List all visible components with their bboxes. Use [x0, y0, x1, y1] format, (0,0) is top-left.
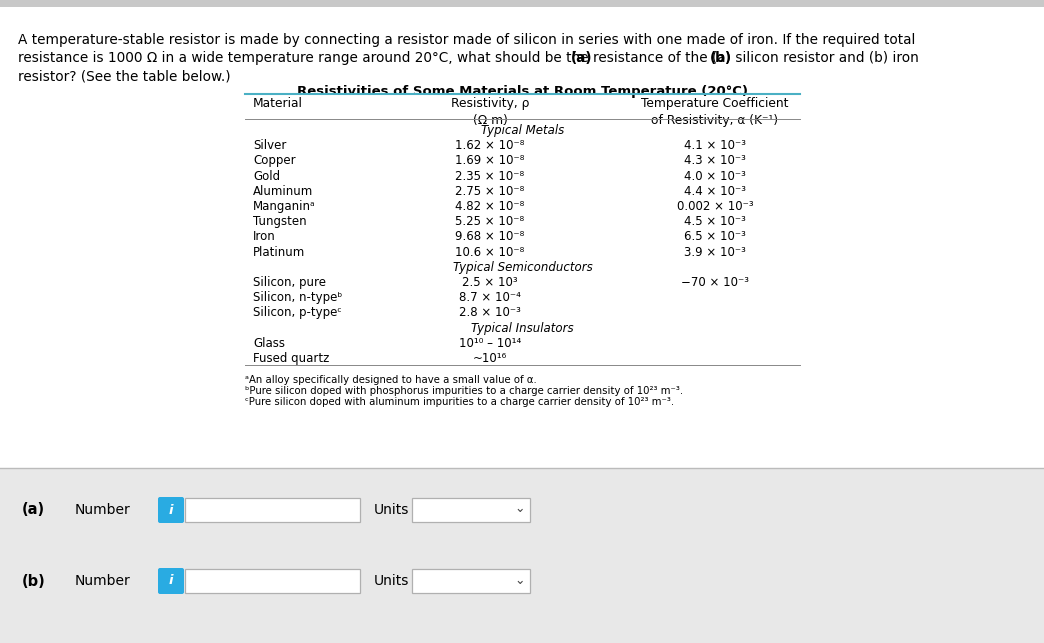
Text: 1.69 × 10⁻⁸: 1.69 × 10⁻⁸: [455, 154, 525, 167]
Text: 4.3 × 10⁻³: 4.3 × 10⁻³: [684, 154, 745, 167]
Text: Platinum: Platinum: [253, 246, 305, 258]
Bar: [0, 0, 1044, 7]
Text: ⌄: ⌄: [515, 502, 525, 516]
Text: ᶜPure silicon doped with aluminum impurities to a charge carrier density of 10²³: ᶜPure silicon doped with aluminum impuri…: [245, 397, 674, 407]
Text: Gold: Gold: [253, 170, 280, 183]
Text: Tungsten: Tungsten: [253, 215, 307, 228]
Text: 4.0 × 10⁻³: 4.0 × 10⁻³: [684, 170, 745, 183]
Text: Manganinᵃ: Manganinᵃ: [253, 200, 315, 213]
Text: −70 × 10⁻³: −70 × 10⁻³: [681, 276, 749, 289]
Text: Silicon, pure: Silicon, pure: [253, 276, 326, 289]
Text: 10.6 × 10⁻⁸: 10.6 × 10⁻⁸: [455, 246, 525, 258]
Text: 2.75 × 10⁻⁸: 2.75 × 10⁻⁸: [455, 185, 525, 198]
Text: Number: Number: [75, 503, 130, 517]
Text: 8.7 × 10⁻⁴: 8.7 × 10⁻⁴: [459, 291, 521, 304]
Text: resistance is 1000 Ω in a wide temperature range around 20°C, what should be the: resistance is 1000 Ω in a wide temperatu…: [18, 51, 919, 65]
Text: Temperature Coefficient
of Resistivity, α (K⁻¹): Temperature Coefficient of Resistivity, …: [641, 97, 789, 127]
Text: Material: Material: [253, 97, 303, 110]
Text: Copper: Copper: [253, 154, 295, 167]
Text: Silicon, n-typeᵇ: Silicon, n-typeᵇ: [253, 291, 342, 304]
Text: (b): (b): [22, 574, 46, 588]
Text: ᵇPure silicon doped with phosphorus impurities to a charge carrier density of 10: ᵇPure silicon doped with phosphorus impu…: [245, 386, 683, 396]
Text: 0.002 × 10⁻³: 0.002 × 10⁻³: [677, 200, 754, 213]
Text: Silver: Silver: [253, 139, 286, 152]
Text: A temperature-stable resistor is made by connecting a resistor made of silicon i: A temperature-stable resistor is made by…: [18, 33, 916, 47]
Text: i: i: [169, 503, 173, 516]
Text: ~10¹⁶: ~10¹⁶: [473, 352, 507, 365]
Text: 9.68 × 10⁻⁸: 9.68 × 10⁻⁸: [455, 230, 525, 244]
Text: Units: Units: [374, 574, 409, 588]
Text: 3.9 × 10⁻³: 3.9 × 10⁻³: [684, 246, 745, 258]
Text: Iron: Iron: [253, 230, 276, 244]
Text: 2.5 × 10³: 2.5 × 10³: [462, 276, 518, 289]
Text: 5.25 × 10⁻⁸: 5.25 × 10⁻⁸: [455, 215, 524, 228]
Text: Number: Number: [75, 574, 130, 588]
Text: 4.4 × 10⁻³: 4.4 × 10⁻³: [684, 185, 746, 198]
Text: 4.1 × 10⁻³: 4.1 × 10⁻³: [684, 139, 746, 152]
Text: Typical Semiconductors: Typical Semiconductors: [453, 261, 592, 274]
Text: Resistivities of Some Materials at Room Temperature (20°C): Resistivities of Some Materials at Room …: [296, 85, 748, 98]
Text: 6.5 × 10⁻³: 6.5 × 10⁻³: [684, 230, 745, 244]
Text: 4.5 × 10⁻³: 4.5 × 10⁻³: [684, 215, 745, 228]
Bar: [0, 468, 1044, 643]
FancyBboxPatch shape: [158, 497, 184, 523]
Text: 10¹⁰ – 10¹⁴: 10¹⁰ – 10¹⁴: [459, 337, 521, 350]
Text: Fused quartz: Fused quartz: [253, 352, 329, 365]
Text: Typical Insulators: Typical Insulators: [471, 322, 574, 334]
Text: 1.62 × 10⁻⁸: 1.62 × 10⁻⁸: [455, 139, 525, 152]
Text: 4.82 × 10⁻⁸: 4.82 × 10⁻⁸: [455, 200, 525, 213]
Text: (b): (b): [710, 51, 732, 65]
Text: Typical Metals: Typical Metals: [481, 124, 564, 137]
Text: resistor? (See the table below.): resistor? (See the table below.): [18, 69, 231, 83]
Text: Aluminum: Aluminum: [253, 185, 313, 198]
Text: Units: Units: [374, 503, 409, 517]
Text: 2.8 × 10⁻³: 2.8 × 10⁻³: [459, 307, 521, 320]
Bar: [412, 569, 530, 593]
Text: Glass: Glass: [253, 337, 285, 350]
Text: i: i: [169, 574, 173, 588]
Text: 2.35 × 10⁻⁸: 2.35 × 10⁻⁸: [455, 170, 524, 183]
FancyBboxPatch shape: [158, 568, 184, 594]
Text: Silicon, p-typeᶜ: Silicon, p-typeᶜ: [253, 307, 341, 320]
Bar: [185, 498, 360, 522]
Text: (a): (a): [570, 51, 592, 65]
Text: (a): (a): [22, 502, 45, 518]
Text: Resistivity, ρ
(Ω·m): Resistivity, ρ (Ω·m): [451, 97, 529, 127]
Bar: [412, 498, 530, 522]
Text: ⌄: ⌄: [515, 574, 525, 586]
Text: ᵃAn alloy specifically designed to have a small value of α.: ᵃAn alloy specifically designed to have …: [245, 376, 537, 385]
Bar: [185, 569, 360, 593]
